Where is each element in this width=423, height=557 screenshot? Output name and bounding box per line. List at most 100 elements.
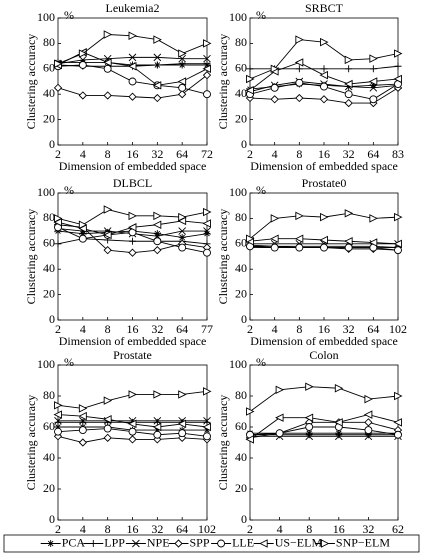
- marker: [319, 95, 329, 104]
- y-tick-label: 60: [43, 61, 55, 75]
- marker: [393, 239, 402, 249]
- marker: [345, 65, 353, 73]
- y-unit: %: [256, 355, 266, 369]
- marker: [128, 92, 137, 101]
- marker: [246, 234, 255, 243]
- marker: [47, 540, 55, 547]
- marker: [394, 246, 402, 255]
- marker: [178, 243, 187, 252]
- x-tick-label: 4: [80, 147, 86, 161]
- marker: [128, 427, 137, 436]
- series-line: [249, 421, 399, 439]
- y-tick-label: 20: [235, 286, 247, 300]
- marker: [335, 431, 343, 439]
- marker: [79, 418, 87, 426]
- marker: [363, 410, 373, 419]
- panel-title: Leukemia2: [106, 1, 160, 15]
- y-tick-label: 60: [43, 236, 55, 250]
- marker: [369, 84, 378, 92]
- x-tick-label: 16: [127, 322, 139, 336]
- y-tick-label: 40: [235, 450, 247, 464]
- marker: [270, 243, 279, 252]
- y-tick-label: 80: [235, 35, 247, 49]
- marker: [275, 429, 284, 438]
- y-tick-label: 40: [235, 86, 247, 100]
- marker: [103, 424, 112, 433]
- marker: [203, 387, 212, 396]
- y-axis-label: Clustering accuracy: [24, 209, 38, 305]
- y-tick-label: 60: [235, 61, 247, 75]
- marker: [78, 438, 87, 447]
- marker: [202, 219, 211, 228]
- y-tick-label: 100: [37, 185, 55, 199]
- marker: [153, 430, 162, 439]
- marker: [304, 413, 314, 422]
- marker: [344, 55, 354, 65]
- marker: [78, 411, 87, 421]
- marker: [369, 81, 377, 89]
- x-tick-label: 2: [55, 322, 61, 336]
- marker: [128, 31, 138, 41]
- marker: [153, 416, 162, 425]
- marker: [344, 98, 353, 108]
- marker: [295, 35, 304, 44]
- legend-label: NPE: [147, 535, 170, 549]
- marker: [202, 71, 212, 80]
- y-axis-label: Clustering accuracy: [216, 209, 230, 305]
- x-tick-label: 4: [272, 147, 278, 161]
- marker: [153, 93, 162, 103]
- marker: [78, 234, 87, 243]
- marker: [54, 240, 62, 248]
- x-axis-label: Dimension of embedded space: [250, 334, 398, 348]
- x-tick-label: 8: [105, 147, 111, 161]
- marker: [305, 432, 314, 441]
- marker: [305, 423, 314, 431]
- marker: [246, 65, 254, 73]
- marker: [127, 419, 137, 429]
- marker: [54, 427, 62, 436]
- y-tick-label: 20: [43, 481, 55, 495]
- marker: [320, 539, 330, 548]
- marker: [294, 58, 304, 67]
- marker: [103, 64, 112, 73]
- x-tick-label: 77: [201, 322, 213, 336]
- plot-frame: [249, 364, 399, 521]
- marker: [178, 90, 187, 99]
- marker: [178, 60, 186, 68]
- marker: [270, 64, 280, 74]
- marker: [334, 384, 344, 393]
- marker: [103, 246, 112, 255]
- y-tick-label: 100: [229, 185, 247, 199]
- marker: [202, 64, 211, 74]
- marker: [78, 49, 88, 58]
- marker: [203, 227, 211, 235]
- marker: [203, 39, 212, 48]
- marker: [203, 432, 211, 441]
- y-tick-label: 40: [43, 261, 55, 275]
- y-tick-label: 60: [43, 419, 55, 433]
- y-tick-label: 100: [37, 357, 55, 371]
- y-tick-label: 0: [49, 137, 55, 151]
- marker: [217, 539, 226, 548]
- marker: [129, 237, 136, 245]
- marker: [344, 90, 353, 99]
- marker: [295, 78, 304, 87]
- marker: [295, 211, 304, 221]
- x-tick-label: 102: [198, 522, 216, 536]
- marker: [128, 248, 137, 257]
- marker: [344, 79, 353, 89]
- y-tick-label: 40: [43, 86, 55, 100]
- x-tick-label: 8: [105, 522, 111, 536]
- y-tick-label: 0: [49, 312, 55, 326]
- x-tick-label: 32: [343, 322, 355, 336]
- marker: [270, 234, 279, 243]
- panel-title: Prostate0: [302, 176, 347, 190]
- x-tick-label: 8: [296, 322, 302, 336]
- marker: [78, 61, 87, 69]
- y-tick-label: 80: [235, 388, 247, 402]
- marker: [153, 230, 161, 238]
- marker: [177, 419, 187, 429]
- marker: [305, 431, 313, 439]
- marker: [246, 74, 255, 84]
